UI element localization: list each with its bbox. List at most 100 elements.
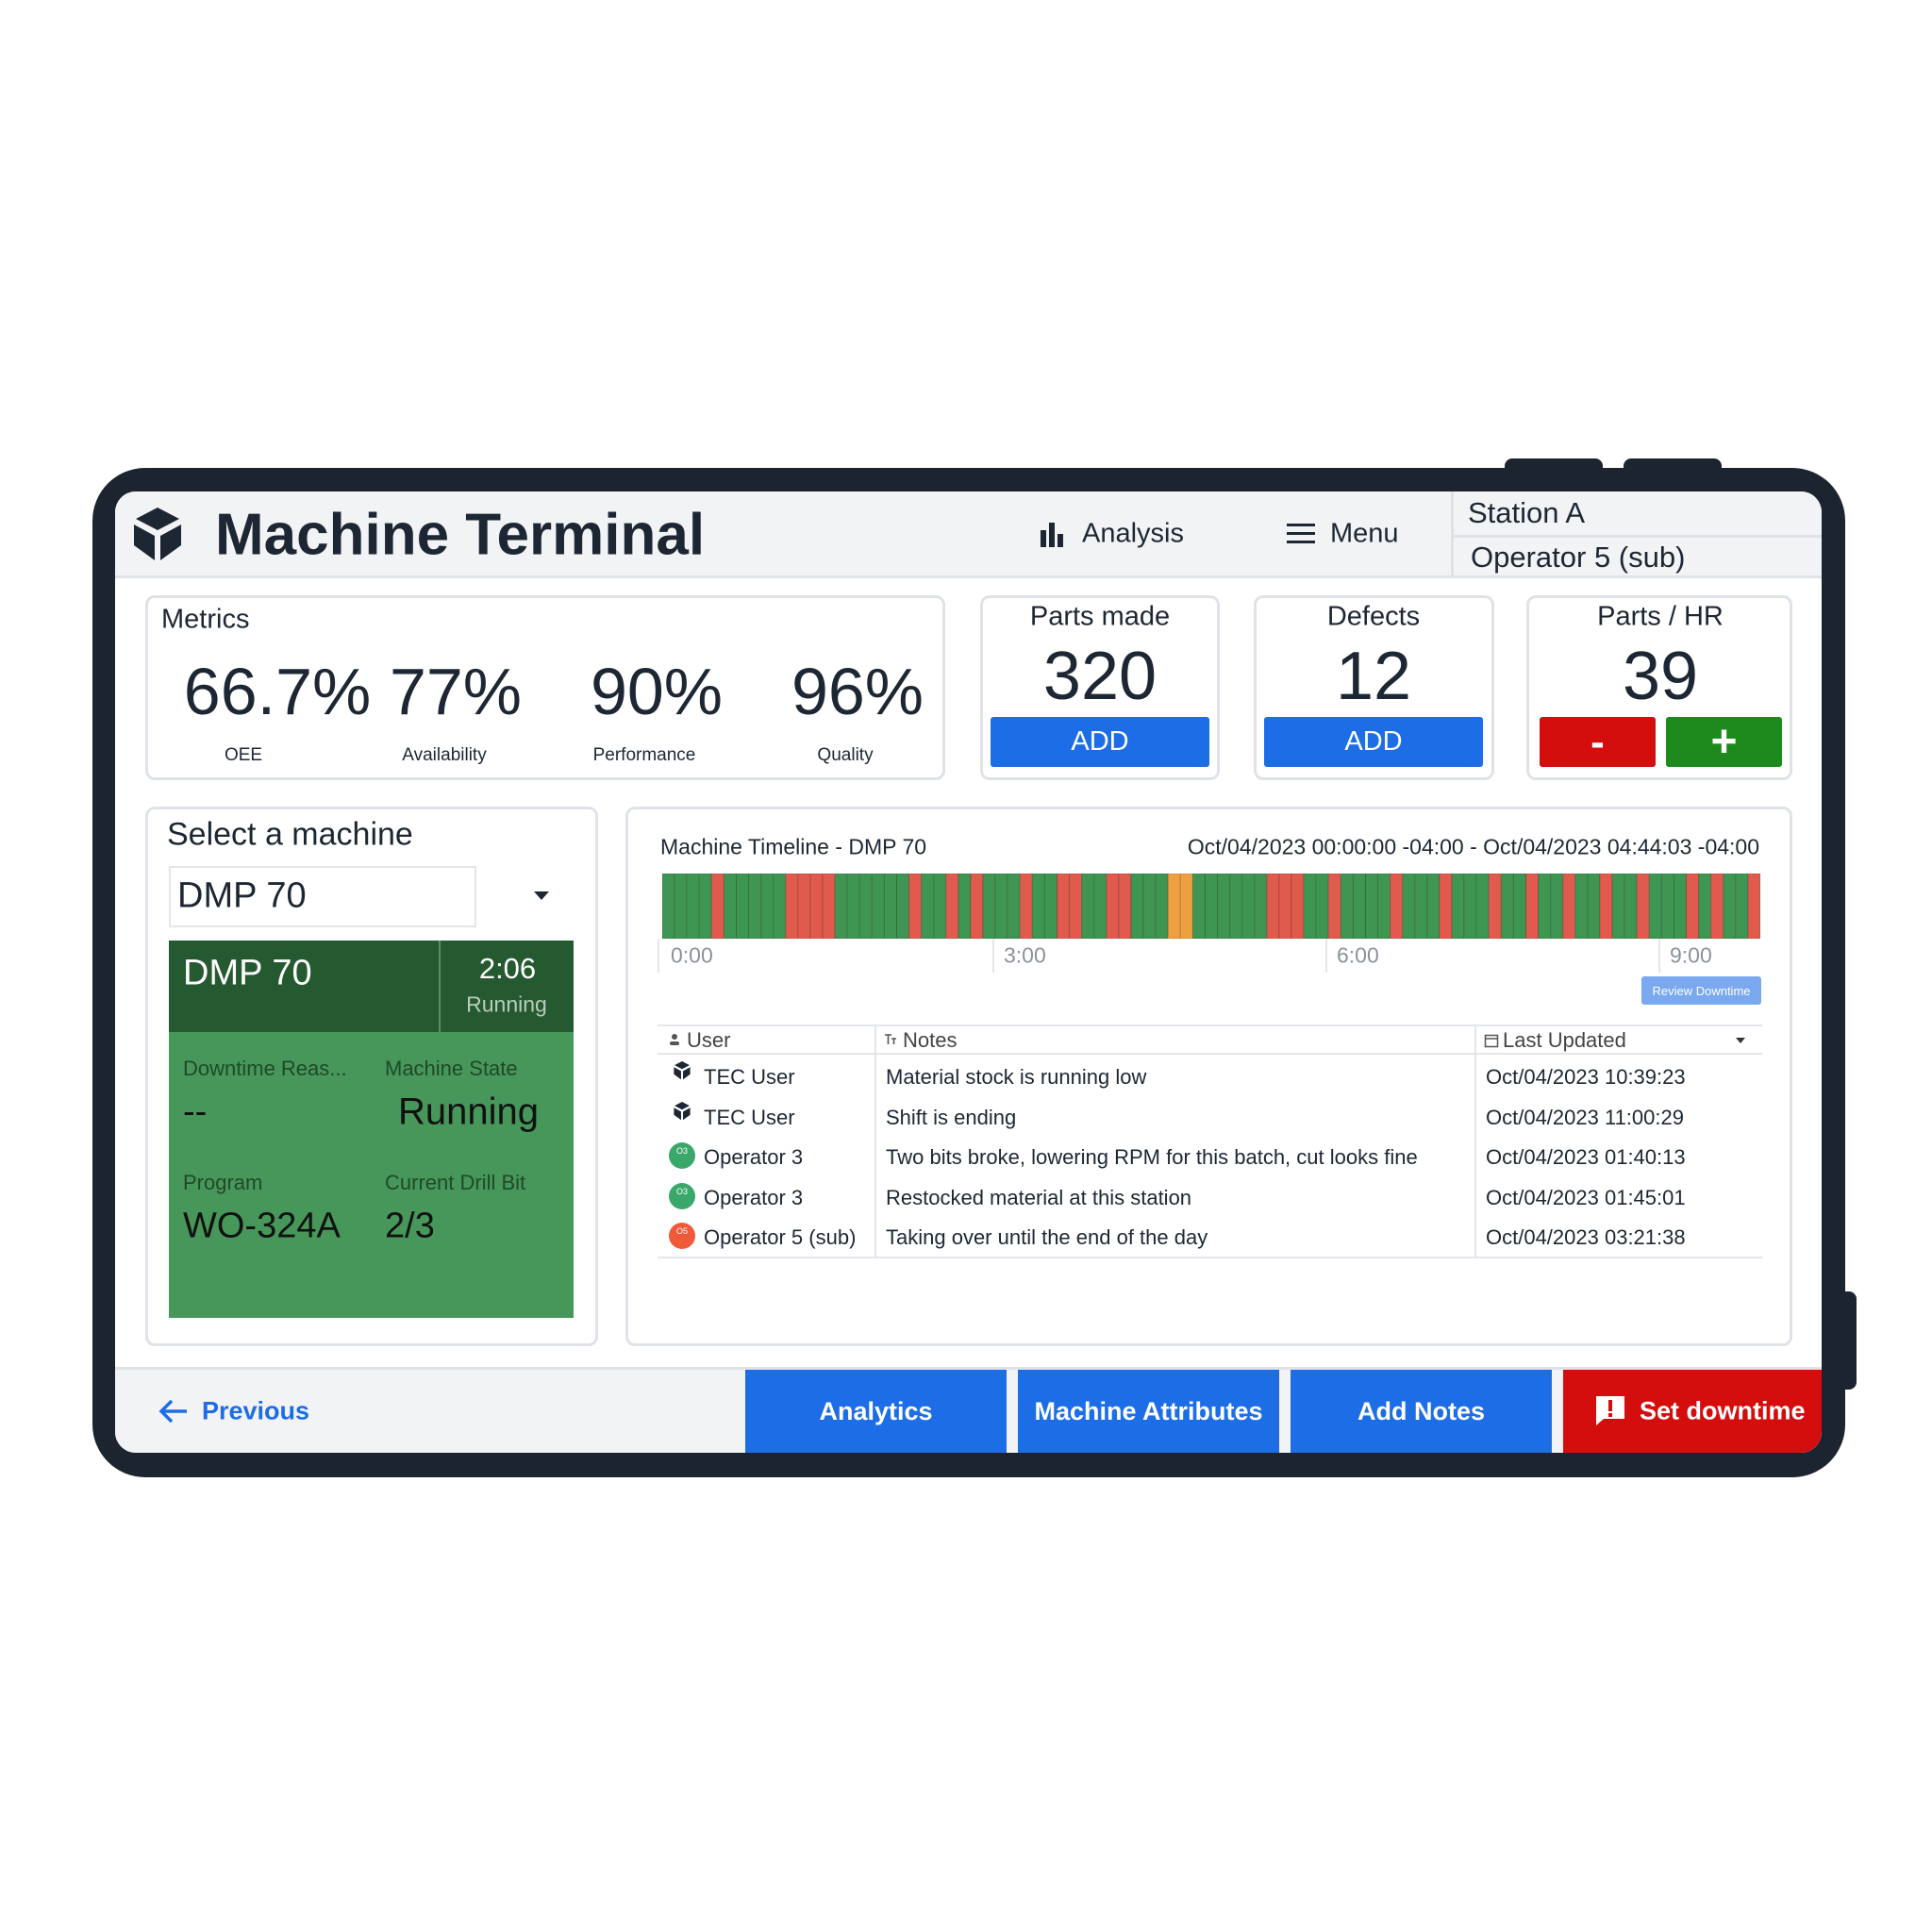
timeline-segment — [1723, 874, 1737, 939]
user-badge: O3 — [669, 1182, 695, 1209]
metric-value: 96% — [791, 655, 924, 728]
footer-button[interactable]: Analytics — [745, 1370, 1007, 1453]
user-badge: O3 — [669, 1142, 695, 1169]
timeline-segment — [1710, 874, 1724, 939]
timeline-segment — [1475, 874, 1490, 939]
timeline-segment — [1488, 874, 1502, 939]
metric-label: Availability — [402, 745, 487, 765]
logo-part — [675, 1061, 690, 1070]
timeline-segment — [1254, 874, 1268, 939]
timeline-segment — [1019, 874, 1033, 939]
timeline-segment — [970, 874, 984, 939]
timeline-segment — [933, 874, 947, 939]
nav-menu[interactable]: Menu — [1330, 518, 1399, 549]
timeline-segment — [895, 874, 910, 939]
increment-button[interactable]: + — [1666, 717, 1782, 767]
logo-part — [674, 1067, 681, 1080]
counter-title: Defects — [1326, 601, 1421, 632]
table-header-line — [658, 1053, 1762, 1055]
review-downtime-button[interactable]: Review Downtime — [1641, 976, 1761, 1005]
badge-text: O3 — [675, 1186, 689, 1196]
timeline-segment — [1106, 874, 1120, 939]
timeline-segment — [1377, 874, 1391, 939]
timeline-segment — [1130, 874, 1144, 939]
metric-label: Quality — [817, 745, 874, 765]
machine-dropdown[interactable] — [169, 866, 476, 927]
timeline-segment — [1069, 874, 1083, 939]
date-cell: Oct/04/2023 11:00:29 — [1486, 1105, 1684, 1129]
footer-button[interactable]: Add Notes — [1291, 1370, 1552, 1453]
timeline-segment — [982, 874, 996, 939]
app-title: Machine Terminal — [215, 502, 706, 568]
back-arrow[interactable] — [158, 1398, 189, 1424]
timeline-segment — [698, 874, 712, 939]
user-cell: Operator 5 (sub) — [704, 1225, 857, 1249]
add-button[interactable]: ADD — [1264, 717, 1483, 767]
axis-tick — [992, 939, 994, 973]
timeline-segment — [1451, 874, 1465, 939]
dropdown-arrow[interactable] — [533, 891, 550, 902]
timeline-segment — [858, 874, 873, 939]
nav-analysis[interactable]: Analysis — [1082, 518, 1184, 549]
counter-value: 320 — [1042, 639, 1158, 714]
badge-text: O3 — [675, 1146, 689, 1156]
timeline-segment — [1291, 874, 1305, 939]
metric-value: 66.7% — [183, 655, 372, 728]
set-downtime-label[interactable]: Set downtime — [1640, 1396, 1806, 1425]
add-button[interactable]: ADD — [991, 717, 1209, 767]
timeline-segment — [1229, 874, 1243, 939]
axis-tick — [1658, 939, 1660, 973]
timeline-title: Machine Timeline - DMP 70 — [660, 834, 927, 859]
sort-arrow[interactable] — [1735, 1037, 1746, 1044]
timeline-segment — [846, 874, 860, 939]
decrement-button[interactable]: - — [1540, 717, 1656, 767]
date-cell: Oct/04/2023 10:39:23 — [1486, 1065, 1686, 1089]
user-cell: Operator 3 — [704, 1185, 804, 1209]
metric-value: 90% — [590, 655, 724, 728]
dropdown-value: DMP 70 — [177, 875, 307, 916]
timeline-segment — [945, 874, 959, 939]
column-divider — [1474, 1026, 1476, 1258]
timeline-axis: 0:00 3:00 6:00 9:00 — [658, 939, 1761, 973]
timeline-segment — [1315, 874, 1329, 939]
state-status: Running — [466, 991, 547, 1017]
timeline-segment — [735, 874, 750, 939]
timeline-segment — [1735, 874, 1749, 939]
timeline-segment — [686, 874, 700, 939]
timeline-segment — [785, 874, 799, 939]
timeline-segment — [1439, 874, 1453, 939]
counter-title: Parts / HR — [1597, 601, 1724, 632]
timeline-segment — [1402, 874, 1416, 939]
timeline-segment — [748, 874, 762, 939]
user-badge: O5 — [669, 1223, 695, 1249]
text-icon — [885, 1034, 896, 1044]
field-value: WO-324A — [183, 1206, 341, 1246]
timeline-segment — [1191, 874, 1206, 939]
timeline-segment — [1747, 874, 1760, 939]
timeline-segment — [1599, 874, 1613, 939]
timeline-segment — [1538, 874, 1552, 939]
timeline-segment — [1463, 874, 1477, 939]
user-cell: TEC User — [704, 1065, 795, 1089]
logo-part — [683, 1067, 691, 1080]
timeline-segment — [809, 874, 824, 939]
timeline-segment — [1057, 874, 1071, 939]
timeline-segment — [1340, 874, 1354, 939]
timeline-segment — [908, 874, 923, 939]
timeline-segment — [1673, 874, 1688, 939]
timeline-segment — [1217, 874, 1231, 939]
field-value: 2/3 — [385, 1206, 435, 1246]
timeline-segment — [1587, 874, 1601, 939]
axis-label: 9:00 — [1670, 942, 1712, 968]
footer-button[interactable]: Machine Attributes — [1018, 1370, 1279, 1453]
analysis-icon — [1041, 523, 1063, 547]
timeline-segment — [1278, 874, 1292, 939]
previous-button[interactable]: Previous — [202, 1396, 310, 1425]
timeline-segment — [674, 874, 688, 939]
timeline-segment — [1081, 874, 1095, 939]
field-label: Downtime Reas... — [183, 1057, 347, 1080]
timeline-segment — [1204, 874, 1219, 939]
user-cell: TEC User — [704, 1105, 795, 1129]
timeline-segment — [1686, 874, 1700, 939]
